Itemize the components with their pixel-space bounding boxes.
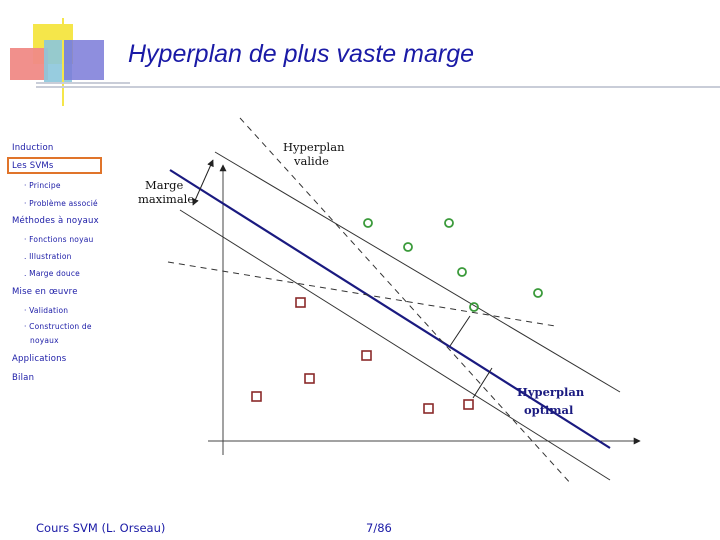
slide-logo-decoration	[10, 18, 130, 106]
valid-hyperplane-shallow	[167, 261, 556, 327]
outline-item-mise-en-oeuvre[interactable]: Mise en œuvre	[12, 287, 78, 297]
outline-item-fonctions-noyau[interactable]: · Fonctions noyau	[24, 235, 94, 244]
outline-item-noyaux[interactable]: noyaux	[30, 336, 59, 345]
outline-item-induction[interactable]: Induction	[12, 143, 54, 153]
outline-item-construction-de[interactable]: · Construction de	[24, 322, 92, 331]
max-margin-arrow	[192, 159, 214, 206]
logo-blue-block	[64, 40, 104, 80]
optimal-hyperplane-line	[169, 169, 611, 449]
logo-horizontal-line	[36, 82, 130, 84]
outline-item-bilan[interactable]: Bilan	[12, 373, 35, 383]
label-hyperplan-optimal-line1: Hyperplan	[517, 385, 585, 399]
margin-support-segment-2	[472, 367, 493, 399]
outline-active-highlight	[7, 157, 102, 174]
class-square-point	[463, 399, 474, 410]
class-circle-point	[533, 288, 543, 298]
label-marge-maximale-line1: Marge	[145, 178, 183, 192]
footer-course: Cours SVM (L. Orseau)	[36, 521, 166, 535]
footer-page-number: 7/86	[366, 521, 392, 535]
slide-title: Hyperplan de plus vaste marge	[128, 40, 475, 68]
class-circle-point	[469, 302, 479, 312]
logo-red-block	[10, 48, 48, 80]
class-square-point	[251, 391, 262, 402]
margin-support-segment-1	[449, 315, 471, 347]
class-circle-point	[444, 218, 454, 228]
valid-hyperplane-steep	[239, 117, 573, 486]
outline-item-probleme-associe[interactable]: · Problème associé	[24, 199, 98, 208]
margin-boundary-upper	[214, 151, 621, 393]
outline-item-validation[interactable]: · Validation	[24, 306, 69, 315]
outline-item-illustration[interactable]: . Illustration	[24, 252, 72, 261]
margin-boundary-lower	[179, 209, 611, 481]
class-circle-point	[457, 267, 467, 277]
class-square-point	[361, 350, 372, 361]
outline-item-applications[interactable]: Applications	[12, 354, 67, 364]
title-underline	[36, 86, 720, 88]
label-hyperplan-valide-line1: Hyperplan	[283, 140, 345, 154]
class-square-point	[423, 403, 434, 414]
label-hyperplan-optimal-line2: optimal	[524, 403, 574, 417]
outline-nav: Induction Les SVMs · Principe · Problème…	[0, 0, 140, 420]
label-marge-maximale-line2: maximale	[138, 192, 194, 206]
label-hyperplan-valide-line2: valide	[293, 154, 329, 168]
class-circle-point	[363, 218, 373, 228]
class-square-point	[304, 373, 315, 384]
outline-item-methodes-a-noyaux[interactable]: Méthodes à noyaux	[12, 216, 99, 226]
outline-item-marge-douce[interactable]: . Marge douce	[24, 269, 80, 278]
class-square-point	[295, 297, 306, 308]
outline-item-les-svms[interactable]: Les SVMs	[12, 161, 54, 171]
class-circle-point	[403, 242, 413, 252]
outline-item-principe[interactable]: · Principe	[24, 181, 61, 190]
logo-vertical-line	[62, 18, 64, 106]
